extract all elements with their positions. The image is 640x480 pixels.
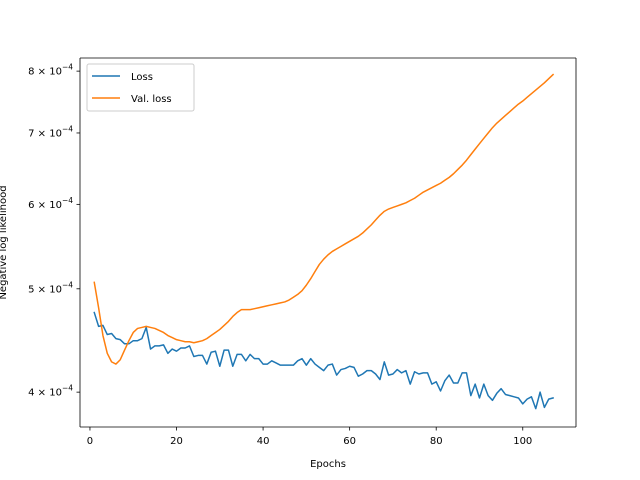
series-layer [93, 73, 555, 410]
series-line-val-loss [93, 73, 555, 365]
x-tick-label: 60 [343, 436, 356, 447]
y-tick-label: 4 × 10−4 [28, 384, 73, 399]
x-tick-label: 20 [170, 436, 183, 447]
plot-area [80, 58, 576, 427]
axes-frame [79, 57, 577, 428]
y-tick-label: 6 × 10−4 [28, 196, 73, 211]
x-tick-label: 100 [513, 436, 532, 447]
y-tick-label: 7 × 10−4 [28, 124, 73, 139]
x-tick-label: 40 [257, 436, 270, 447]
x-axis-ticks: 0 20 40 60 80 100 [87, 427, 532, 447]
y-axis-label: Negative log likelihood [0, 185, 9, 299]
legend-label-val-loss: Val. loss [131, 94, 172, 105]
x-axis-label: Epochs [310, 459, 346, 470]
y-tick-label: 5 × 10−4 [28, 280, 73, 295]
y-tick-label: 8 × 10−4 [28, 63, 73, 78]
y-axis-ticks: 4 × 10−4 5 × 10−4 6 × 10−4 7 × 10−4 8 × 10−4 [28, 63, 80, 399]
legend-label-loss: Loss [131, 72, 153, 83]
series-line-loss [93, 311, 554, 410]
x-tick-label: 0 [87, 436, 93, 447]
x-tick-label: 80 [430, 436, 443, 447]
legend: Loss Val. loss [86, 63, 195, 112]
